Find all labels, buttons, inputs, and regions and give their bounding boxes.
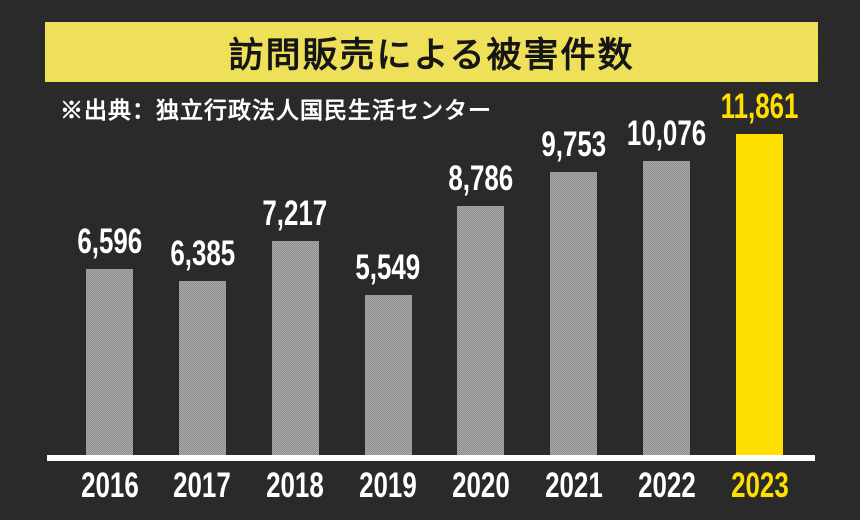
x-tick-label-2020: 2020 — [452, 466, 510, 505]
x-tick-label-2016: 2016 — [80, 466, 139, 505]
bar-value-label-2016: 6,596 — [77, 222, 142, 261]
source-note: ※出典：独立行政法人国民生活センター — [60, 97, 492, 123]
x-tick-label-2021: 2021 — [544, 466, 603, 505]
x-tick-label-2023: 2023 — [730, 466, 789, 505]
bar-value-label-2019: 5,549 — [355, 248, 421, 287]
x-tick-label-2019: 2019 — [359, 466, 417, 505]
bar-2016 — [86, 269, 133, 455]
bar-value-label-2020: 8,786 — [448, 159, 514, 198]
bar-value-label-2023: 11,861 — [720, 87, 799, 126]
bar-2020 — [457, 206, 505, 455]
bar-2021 — [550, 172, 598, 455]
bar-2019 — [364, 295, 412, 455]
bar-value-label-2021: 9,753 — [541, 125, 607, 164]
x-tick-label-2017: 2017 — [173, 466, 232, 505]
bar-value-label-2018: 7,217 — [262, 194, 328, 233]
x-tick-label-2018: 2018 — [266, 466, 325, 505]
bar-2017 — [178, 281, 226, 455]
chart-title: 訪問販売による被害件数 — [228, 35, 635, 75]
title-banner: 訪問販売による被害件数 — [45, 22, 818, 82]
bar-2022 — [643, 161, 691, 455]
bar-2023 — [735, 134, 783, 455]
x-axis-line — [47, 455, 815, 461]
bar-value-label-2022: 10,076 — [627, 114, 707, 153]
bar-value-label-2017: 6,385 — [169, 234, 235, 273]
bar-2018 — [271, 241, 319, 455]
x-tick-label-2022: 2022 — [637, 466, 696, 505]
